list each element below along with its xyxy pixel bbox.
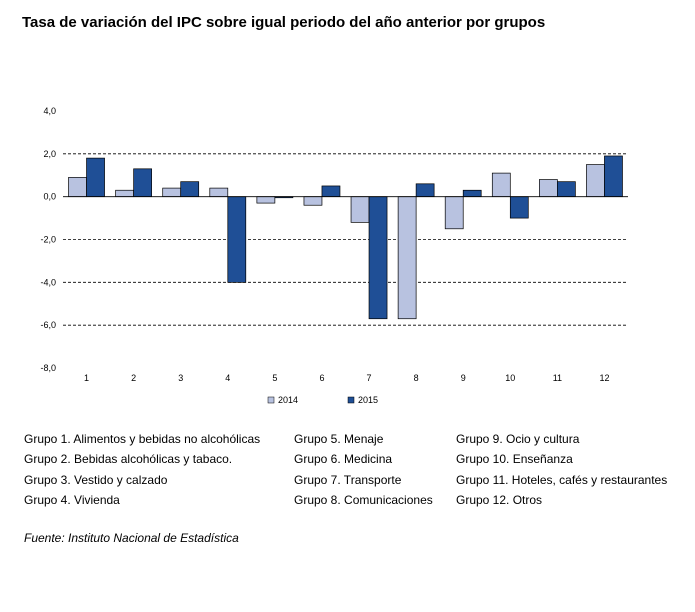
bar-2014	[350, 196, 370, 223]
bar-2014	[209, 187, 229, 198]
bar-2014	[115, 189, 134, 198]
y-tick-label: -8,0	[40, 363, 56, 373]
bar-2014	[444, 196, 464, 230]
group-label: Grupo 9. Ocio y cultura	[456, 432, 580, 446]
y-tick-label: 0,0	[43, 192, 56, 202]
chart-title: Tasa de variación del IPC sobre igual pe…	[22, 14, 546, 31]
x-tick-label: 12	[599, 373, 609, 383]
bar-2015	[604, 155, 623, 198]
group-label: Grupo 3. Vestido y calzado	[24, 472, 168, 487]
group-column-1: Grupo 1. Alimentos y bebidas no alcohóli…	[24, 429, 260, 510]
bar-2014	[162, 187, 182, 198]
group-label: Grupo 1. Alimentos y bebidas no alcohóli…	[24, 432, 261, 446]
bar-2014	[303, 196, 323, 206]
legend-label: 2015	[358, 395, 378, 405]
bar-2014	[68, 177, 87, 198]
group-column-3: Grupo 9. Ocio y cultura Grupo 10. Enseña…	[456, 429, 667, 510]
bar-2014	[491, 172, 511, 198]
group-label: Grupo 11. Hoteles, cafés y restaurantes	[456, 472, 668, 487]
group-label: Grupo 12. Otros	[456, 492, 543, 507]
y-tick-label: -2,0	[40, 235, 56, 245]
x-tick-label: 2	[131, 373, 136, 383]
bar-2014	[539, 179, 558, 198]
bar-2015	[180, 181, 200, 198]
bar-2015	[133, 168, 152, 198]
bar-2014	[586, 164, 605, 198]
x-tick-label: 5	[272, 373, 277, 383]
y-tick-label: -4,0	[40, 277, 56, 287]
group-column-2: Grupo 5. Menaje Grupo 6. Medicina Grupo …	[294, 429, 433, 510]
bar-2015	[86, 157, 105, 198]
group-label: Grupo 7. Transporte	[294, 472, 402, 487]
y-tick-label: -6,0	[40, 320, 56, 330]
bar-2015	[368, 196, 388, 320]
bar-2015	[557, 181, 576, 198]
x-tick-label: 8	[414, 373, 419, 383]
bar-2015	[415, 183, 435, 198]
x-tick-label: 11	[553, 373, 562, 383]
x-tick-label: 3	[178, 373, 183, 383]
x-tick-label: 1	[84, 373, 89, 383]
x-tick-label: 10	[505, 373, 515, 383]
x-tick-label: 9	[461, 373, 466, 383]
y-tick-label: 4,0	[43, 106, 56, 116]
x-tick-label: 4	[225, 373, 230, 383]
source-note: Fuente: Instituto Nacional de Estadístic…	[24, 531, 239, 545]
group-label: Grupo 6. Medicina	[294, 452, 393, 467]
y-tick-label: 2,0	[43, 149, 56, 159]
group-label: Grupo 8. Comunicaciones	[294, 492, 433, 507]
bar-2015	[321, 185, 341, 198]
legend-swatch	[267, 396, 275, 404]
group-label: Grupo 4. Vivienda	[24, 492, 120, 507]
legend-swatch	[347, 396, 355, 404]
bar-2014	[397, 196, 417, 320]
group-label: Grupo 2. Bebidas alcohólicas y tabaco.	[24, 452, 233, 467]
group-label: Grupo 5. Menaje	[294, 432, 384, 446]
group-label: Grupo 10. Enseñanza	[456, 452, 573, 467]
bar-2015	[462, 189, 482, 198]
legend-label: 2014	[278, 395, 298, 405]
x-tick-label: 6	[319, 373, 324, 383]
bar-chart: 4,02,00,0-2,0-4,0-6,0-8,01 2 3 4 5 6 7 8 9 10 11 12…	[40, 106, 628, 405]
bar-2015	[509, 196, 529, 219]
x-tick-label: 7	[367, 373, 372, 383]
bar-2015	[227, 196, 247, 283]
bar-2014	[256, 196, 276, 204]
